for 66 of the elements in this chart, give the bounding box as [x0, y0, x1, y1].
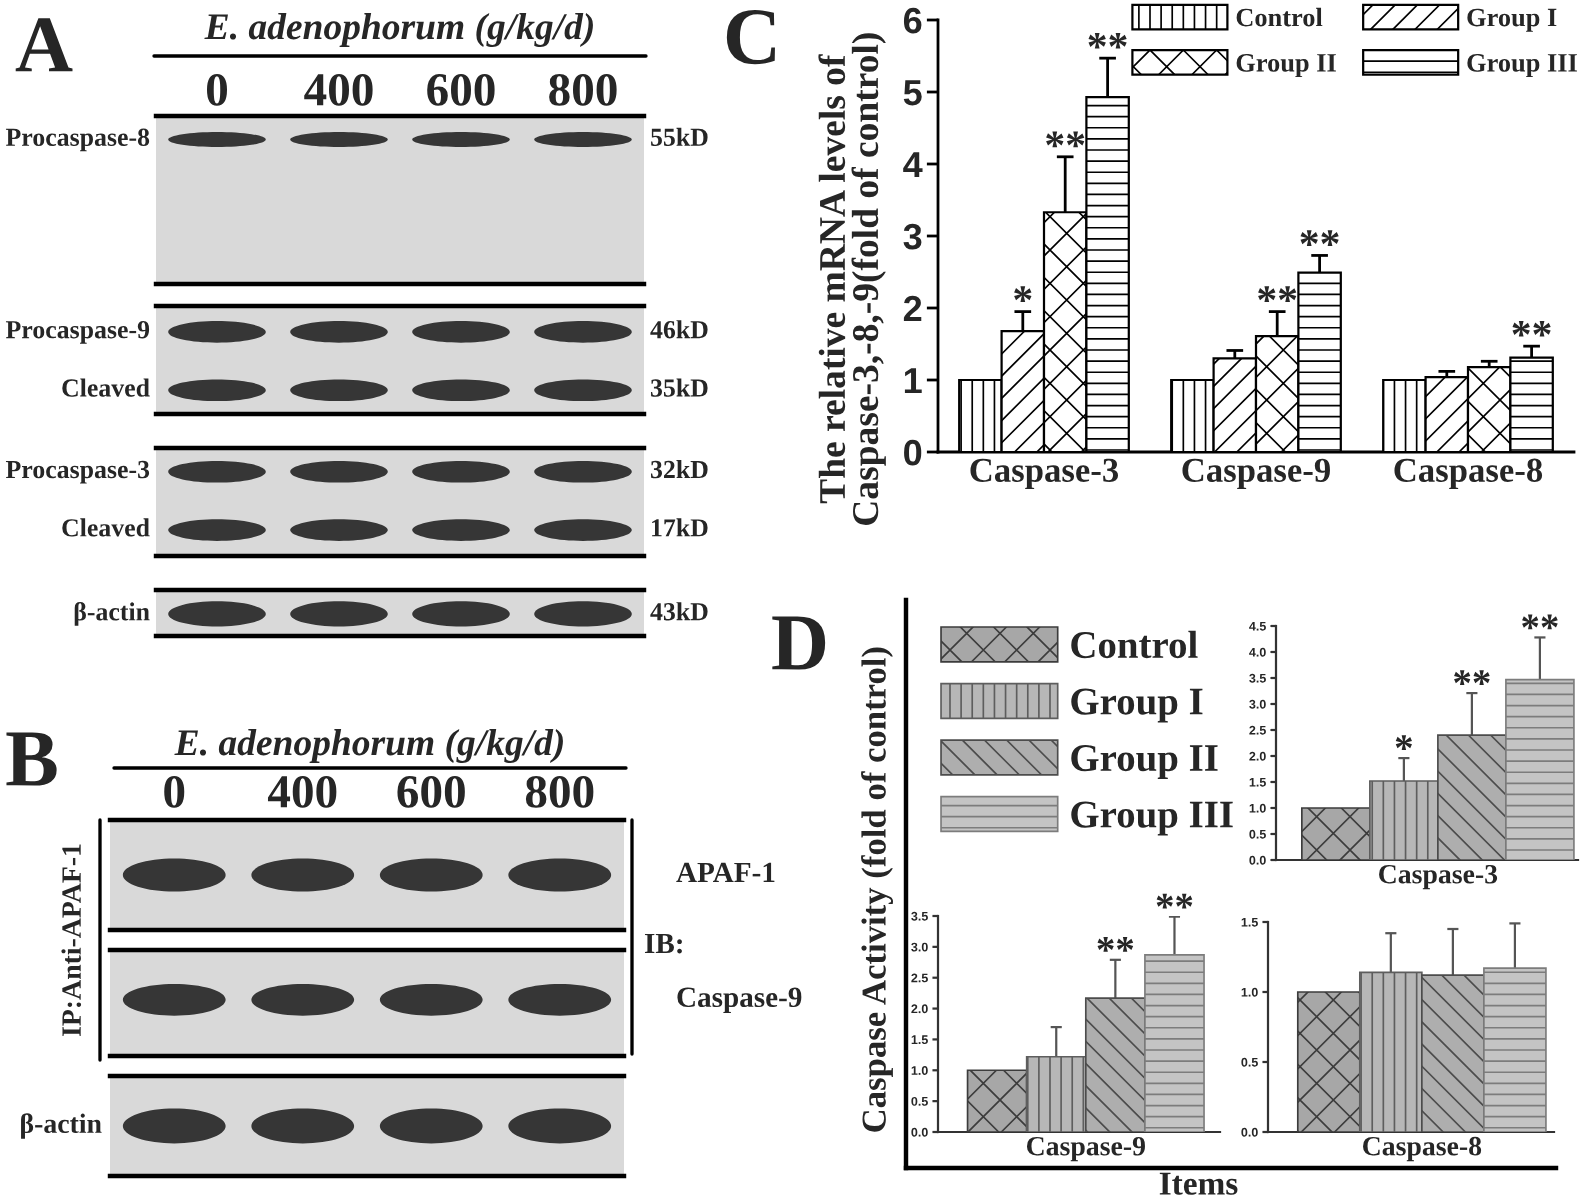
category-label: 55kD: [651, 127, 708, 146]
data-label: **: [1046, 131, 1085, 148]
category-label: β-actin: [21, 1113, 102, 1139]
text: D: [772, 616, 826, 670]
legend-label: Control: [1236, 7, 1323, 27]
text: E. adenophorum (g/kg/d): [204, 13, 593, 47]
text: Caspase Activity (fold of control): [861, 647, 893, 1132]
category-label: APAF-1: [676, 862, 775, 883]
category-label: 43kD: [650, 602, 708, 621]
y-axis-title: The relative mRNA levels of Caspase-3,-8,-9(fold of control): [818, 33, 886, 525]
category-label: 17kD: [652, 518, 708, 537]
category-label: Cleaved: [62, 378, 150, 397]
text: IB:: [644, 933, 682, 954]
data-label: **: [1300, 230, 1339, 246]
category-label: 600: [397, 775, 465, 808]
y-tick-label: 5: [903, 80, 922, 106]
x-axis-title: Caspase-9: [1026, 1136, 1145, 1162]
x-tick-label: Caspase-3: [970, 458, 1119, 490]
category-label: 400: [304, 73, 373, 106]
legend-label: Group II: [1236, 53, 1336, 78]
x-tick-label: Caspase-8: [1394, 458, 1543, 490]
category-label: β-actin: [74, 602, 150, 626]
category-label: Procaspase-3: [5, 460, 150, 484]
legend-label: Group III: [1467, 53, 1577, 78]
x-axis-title: Caspase-3: [1379, 864, 1498, 890]
category-label: 35kD: [650, 378, 708, 397]
x-tick-label: Caspase-9: [1182, 458, 1330, 490]
data-label: *: [1395, 735, 1412, 750]
text: Items: [1159, 1172, 1238, 1195]
legend-label: Group III: [1071, 801, 1233, 836]
category-label: 800: [525, 775, 594, 808]
category-label: 400: [267, 775, 337, 808]
category-label: 800: [549, 73, 617, 106]
text: IP:Anti-APAF-1: [61, 844, 82, 1037]
y-tick-label: 4: [903, 152, 923, 178]
category-label: 0: [164, 775, 185, 808]
category-label: Caspase-9: [677, 987, 802, 1014]
data-label: **: [1258, 286, 1297, 303]
x-axis-title: Caspase-8: [1363, 1136, 1482, 1162]
y-tick-label: 6: [903, 7, 922, 34]
category-label: Cleaved: [62, 518, 150, 537]
category-label: 46kD: [650, 320, 708, 339]
data-label: **: [1097, 936, 1134, 952]
text: B: [6, 732, 57, 786]
data-label: *: [1014, 286, 1032, 303]
y-tick-label: 0: [904, 439, 922, 466]
data-label: **: [1156, 893, 1193, 909]
y-tick-label: 3: [903, 223, 922, 250]
legend-label: Group I: [1467, 8, 1557, 32]
data-label: **: [1522, 614, 1558, 630]
category-label: Procaspase-8: [5, 128, 150, 152]
data-label: **: [1512, 320, 1551, 337]
data-label: **: [1454, 670, 1490, 685]
category-label: 600: [427, 73, 495, 106]
category-label: Procaspase-9: [5, 321, 150, 344]
text: A: [15, 18, 73, 72]
y-tick-label: 1: [904, 368, 922, 394]
category-label: 0: [206, 73, 228, 106]
data-label: **: [1088, 32, 1127, 49]
y-tick-label: 2: [903, 295, 922, 322]
chart-title: C: [726, 10, 775, 65]
legend-label: Group I: [1071, 688, 1203, 723]
category-label: 32kD: [650, 460, 708, 479]
legend-label: Control: [1071, 630, 1198, 659]
text: E. adenophorum (g/kg/d): [174, 729, 563, 763]
legend-label: Group II: [1071, 745, 1218, 780]
